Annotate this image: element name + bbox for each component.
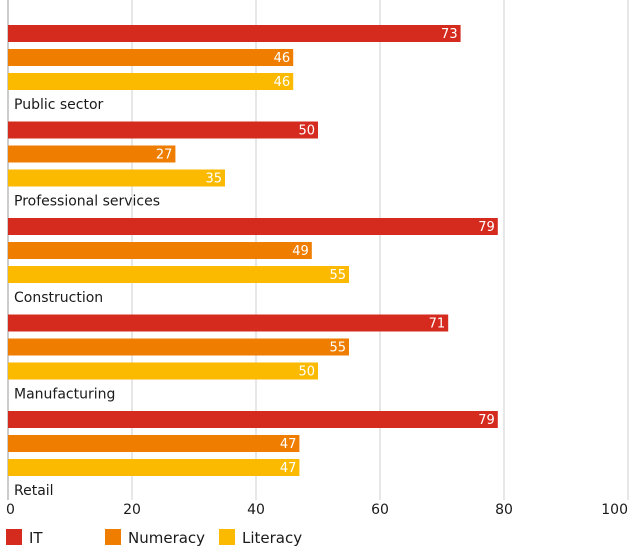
data-label: 49	[292, 244, 309, 259]
data-label: 47	[280, 461, 297, 476]
data-label: 73	[441, 27, 458, 42]
bar-it-1	[8, 25, 461, 42]
bar-it-3	[8, 218, 498, 235]
x-tick-label: 60	[371, 502, 389, 518]
x-tick-label: 20	[123, 502, 141, 518]
labels: 73 46 46 Public sector 50 27 35 Professional se…	[14, 27, 495, 499]
bar-literacy-1	[8, 73, 294, 90]
data-label: 55	[329, 341, 346, 356]
x-tick-label: 40	[247, 502, 265, 518]
legend-swatch-numeracy	[105, 529, 121, 545]
data-label: 46	[274, 75, 291, 90]
x-tick-label: 80	[495, 502, 513, 518]
category-label: Retail	[14, 483, 54, 499]
category-label: Manufacturing	[14, 387, 115, 403]
legend: IT Numeracy Literacy	[6, 529, 302, 547]
bar-literacy-5	[8, 459, 300, 476]
data-label: 35	[205, 172, 222, 187]
category-label: Construction	[14, 290, 103, 306]
bar-literacy-4	[8, 362, 318, 380]
bar-literacy-3	[8, 266, 349, 283]
legend-label-literacy: Literacy	[242, 529, 302, 547]
category-label: Public sector	[14, 97, 104, 113]
data-label: 79	[478, 220, 495, 235]
data-label: 27	[156, 148, 173, 163]
legend-label-it: IT	[29, 529, 43, 547]
legend-label-numeracy: Numeracy	[128, 529, 205, 547]
bar-numeracy-5	[8, 435, 300, 452]
bar-it-2	[8, 121, 318, 139]
legend-swatch-literacy	[219, 529, 235, 545]
bar-numeracy-3	[8, 242, 312, 259]
data-label: 50	[298, 124, 315, 139]
x-axis: 0 20 40 60 80 100	[6, 502, 628, 518]
x-tick-label: 100	[601, 502, 628, 518]
bar-numeracy-1	[8, 49, 294, 66]
data-label: 55	[329, 268, 346, 283]
bar-it-4	[8, 314, 449, 332]
data-label: 46	[274, 51, 291, 66]
data-label: 47	[280, 437, 297, 452]
bar-it-5	[8, 411, 498, 428]
bar-numeracy-2	[8, 145, 176, 163]
data-label: 79	[478, 413, 495, 428]
category-label: Professional services	[14, 194, 160, 210]
x-tick-label: 0	[6, 502, 15, 518]
bar-numeracy-4	[8, 338, 349, 356]
data-label: 50	[298, 365, 315, 380]
bars	[8, 25, 498, 476]
legend-swatch-it	[6, 529, 22, 545]
bar-literacy-2	[8, 169, 225, 187]
data-label: 71	[429, 317, 446, 332]
